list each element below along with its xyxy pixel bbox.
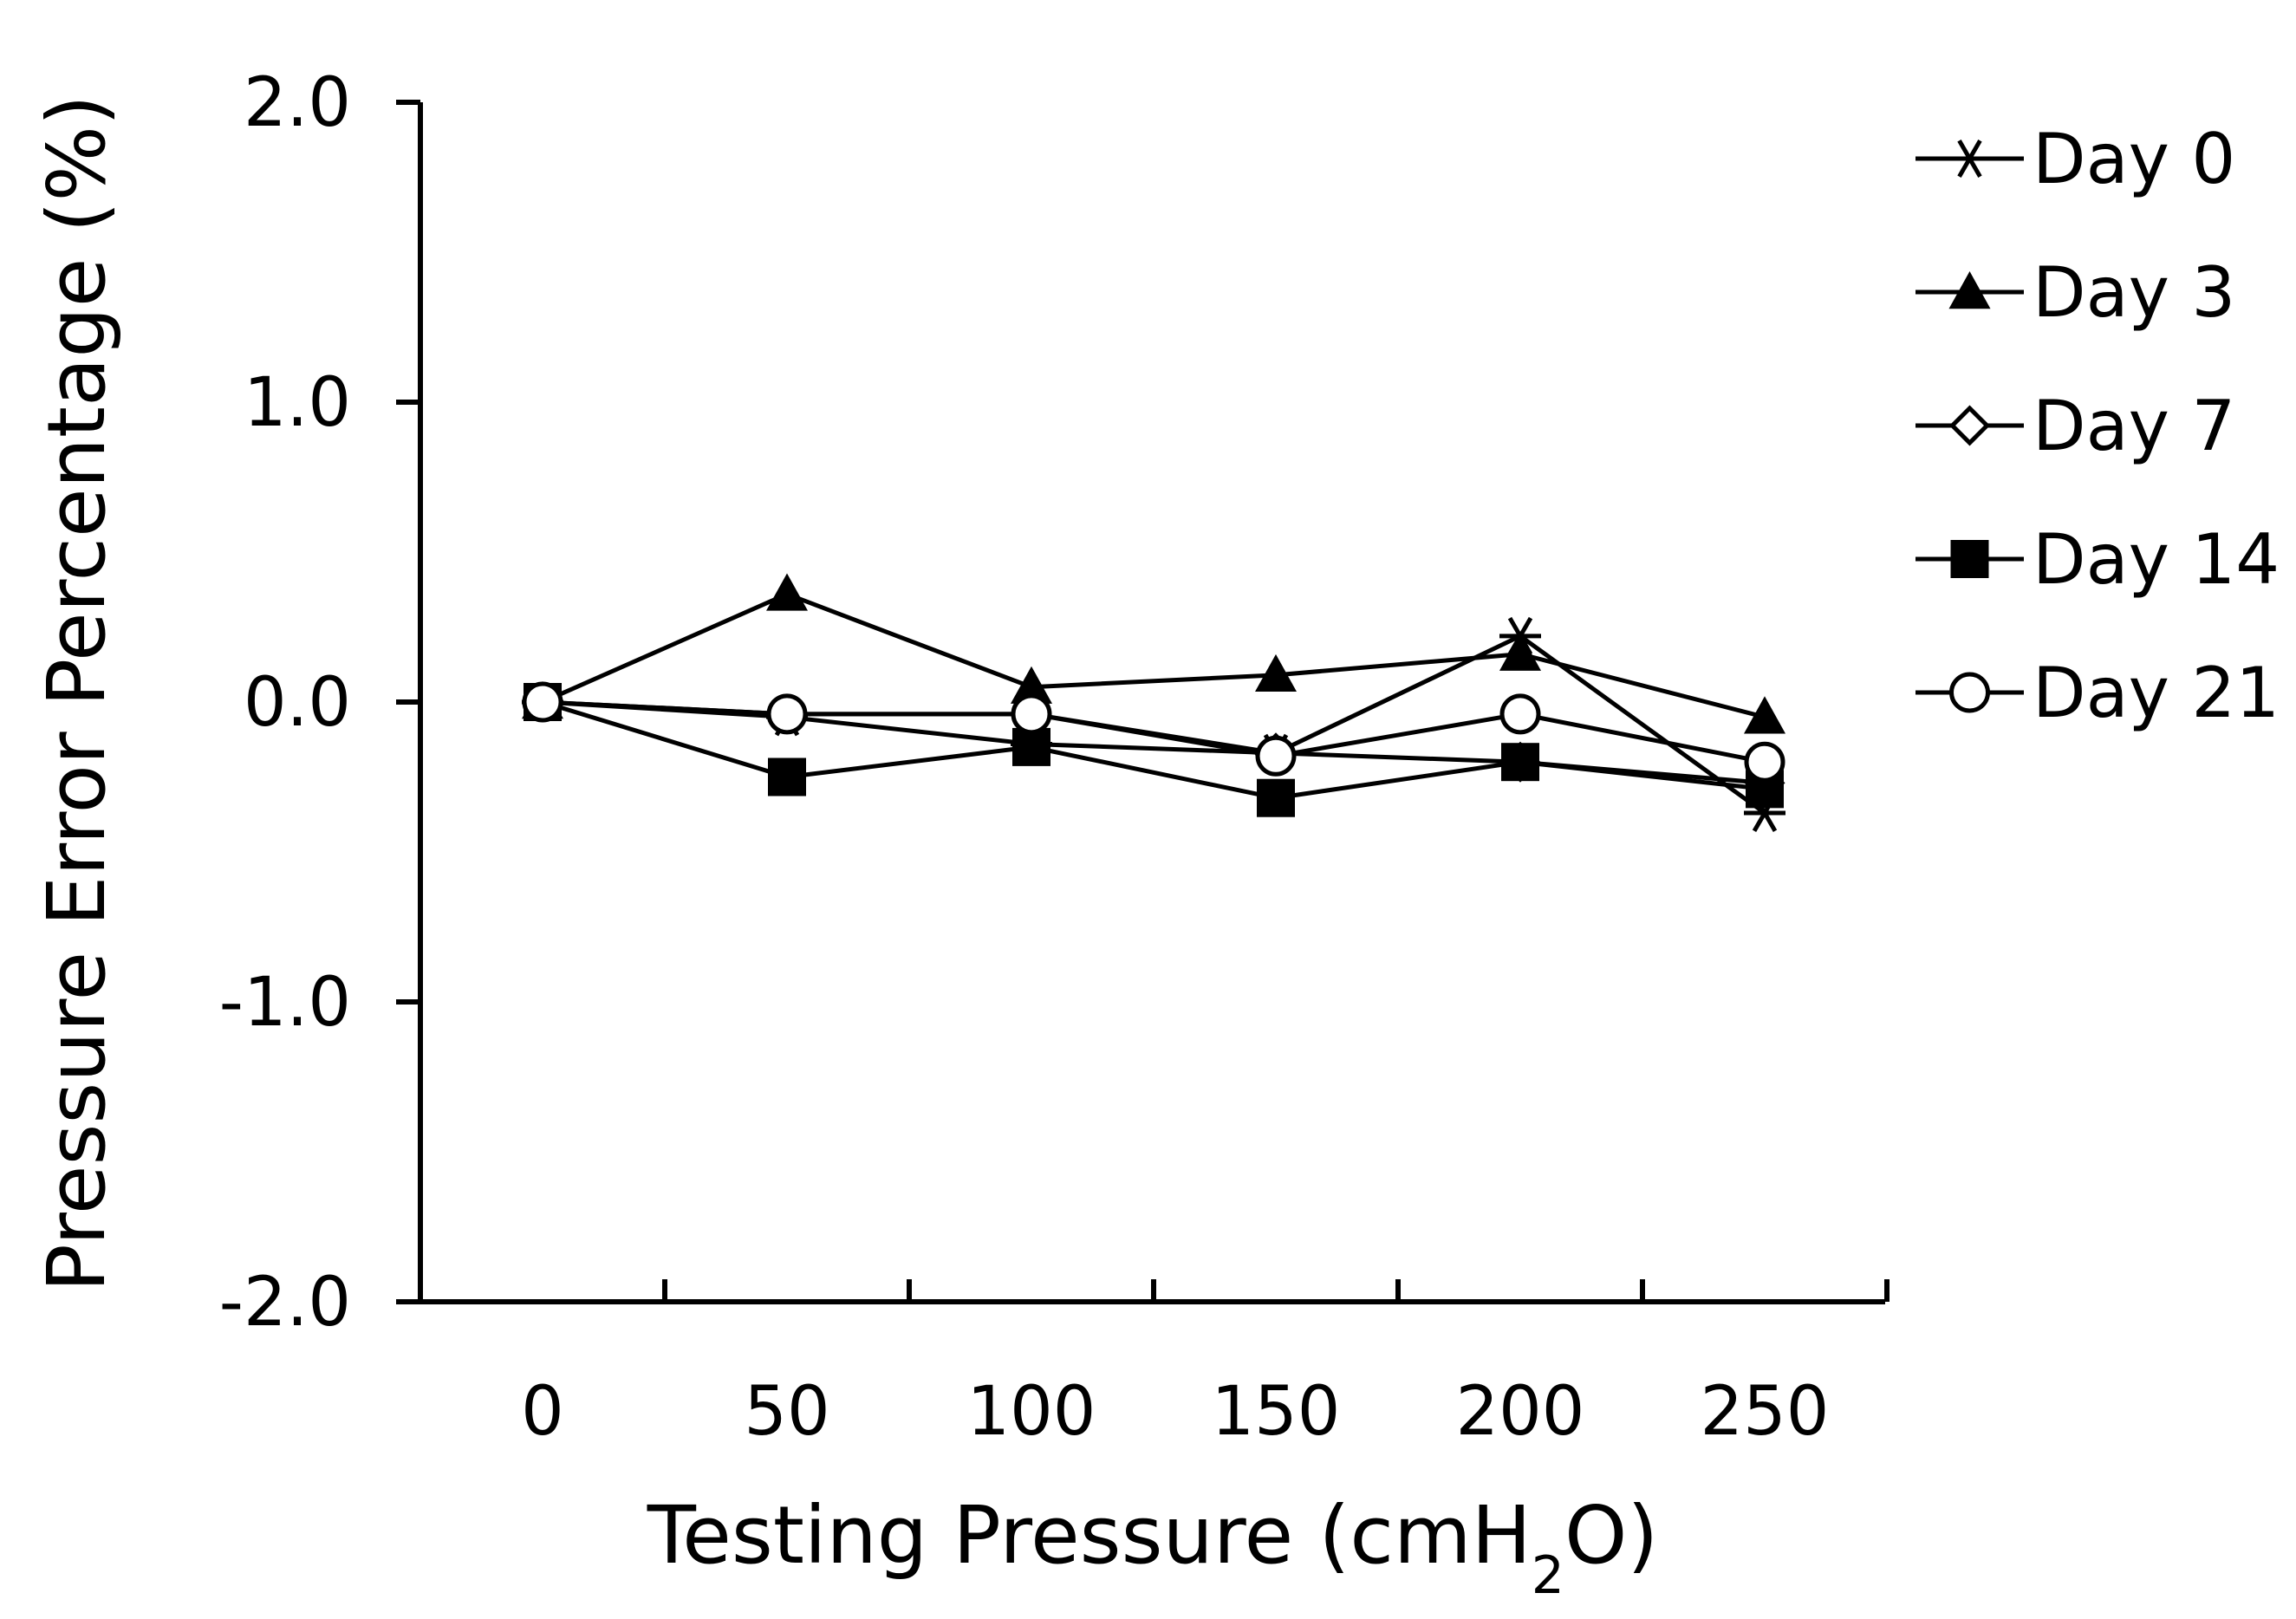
data-point xyxy=(1501,743,1539,782)
legend-label: Day 14 xyxy=(2033,519,2280,600)
x-tick-label: 100 xyxy=(967,1373,1096,1451)
data-point xyxy=(1255,653,1297,692)
y-tick-label: 1.0 xyxy=(244,364,351,442)
legend-item: Day 3 xyxy=(1916,252,2235,333)
data-point xyxy=(1499,693,1541,735)
y-tick-label: 0.0 xyxy=(244,664,351,742)
legend-label: Day 21 xyxy=(2033,653,2280,733)
series-lines xyxy=(541,591,1766,816)
x-axis-title-main: Testing Pressure (cmH xyxy=(647,1489,1532,1582)
legend-marker xyxy=(1948,139,1991,179)
series-line-day-14 xyxy=(542,699,1766,801)
legend-marker xyxy=(1950,540,1989,578)
series-markers xyxy=(522,573,1785,833)
legend-item: Day 14 xyxy=(1916,519,2280,600)
data-point xyxy=(1011,693,1052,735)
y-tick-label: -2.0 xyxy=(219,1264,351,1342)
legend-label: Day 3 xyxy=(2033,252,2235,333)
x-axis-title: Testing Pressure (cmH2O) xyxy=(647,1489,1659,1606)
x-axis-title-subscript: 2 xyxy=(1532,1545,1564,1606)
legend-marker xyxy=(1948,271,1991,309)
x-ticks: 0 50 100 150 200 250 xyxy=(521,1279,1889,1451)
y-tick-label: 2.0 xyxy=(244,64,351,142)
legend-item: Day 7 xyxy=(1916,386,2235,466)
y-axis-title: Pressure Error Percentage (%) xyxy=(30,94,123,1292)
y-ticks: 2.0 1.0 0.0 -1.0 -2.0 xyxy=(219,64,420,1342)
data-point xyxy=(1744,741,1785,783)
data-point xyxy=(768,757,806,796)
y-tick-label: -1.0 xyxy=(219,964,351,1042)
data-point xyxy=(1499,633,1541,671)
data-point xyxy=(1255,735,1297,777)
legend-label: Day 0 xyxy=(2033,119,2235,199)
x-tick-label: 250 xyxy=(1701,1373,1830,1451)
x-tick-label: 50 xyxy=(744,1373,829,1451)
data-point xyxy=(1011,666,1052,704)
series-line-day-21 xyxy=(542,699,1766,764)
legend-item: Day 0 xyxy=(1916,119,2235,199)
data-point xyxy=(1744,696,1785,734)
axes xyxy=(396,102,1885,1304)
data-point xyxy=(1257,778,1295,817)
legend-marker xyxy=(1948,405,1991,446)
data-point xyxy=(766,573,808,611)
series-line-day-3 xyxy=(541,591,1766,719)
x-axis-title-suffix: O) xyxy=(1564,1489,1658,1582)
x-tick-label: 200 xyxy=(1456,1373,1585,1451)
x-tick-label: 0 xyxy=(521,1373,564,1451)
legend-marker xyxy=(1949,672,1990,713)
data-point xyxy=(522,681,563,723)
legend: Day 0 Day 3 Day 7 Day 14 Day 21 xyxy=(1916,119,2280,733)
legend-label: Day 7 xyxy=(2033,386,2235,466)
data-point xyxy=(766,693,808,735)
legend-item: Day 21 xyxy=(1916,653,2280,733)
x-tick-label: 150 xyxy=(1212,1373,1341,1451)
